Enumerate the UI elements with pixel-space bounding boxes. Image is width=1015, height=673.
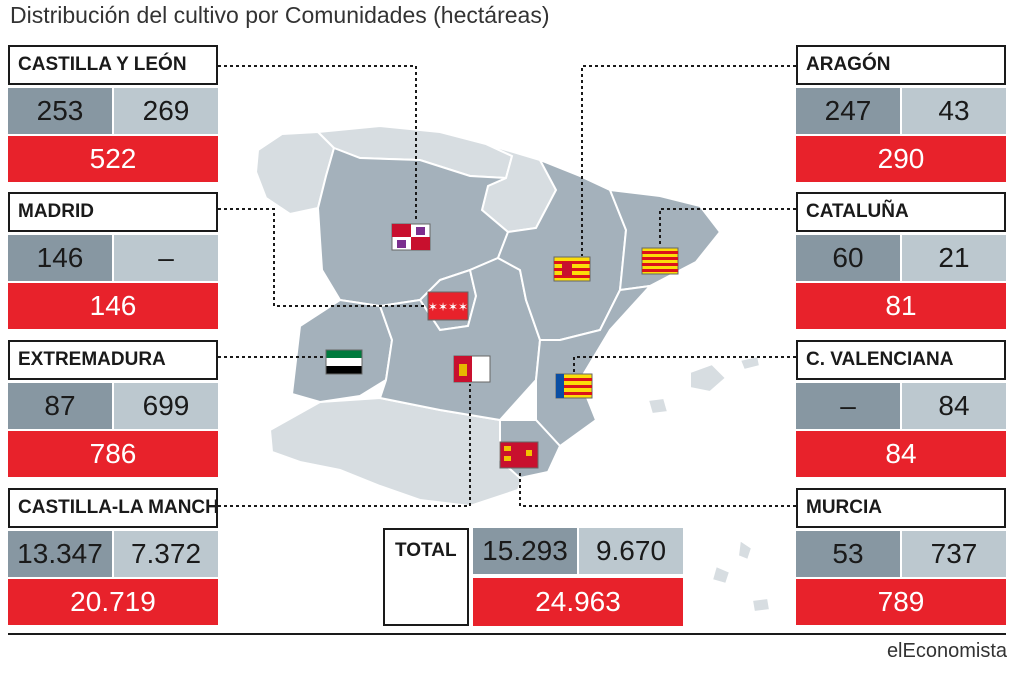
region-total: 81 [796,283,1006,329]
region-name: C. VALENCIANA [796,340,1006,380]
map-region-cataluna [608,188,722,292]
card-cataluna: CATALUÑA 60 21 81 [796,192,1006,332]
leader-madrid [218,208,426,307]
total-label: TOTAL [383,528,469,626]
value-1: 87 [8,383,112,429]
chart-title: Distribución del cultivo por Comunidades… [10,2,550,28]
card-extremadura: EXTREMADURA 87 699 786 [8,340,218,480]
region-total: 789 [796,579,1006,625]
region-name: CASTILLA Y LEÓN [8,45,218,85]
value-2: 269 [114,88,218,134]
total-value-2: 9.670 [579,528,683,574]
total-value-1: 15.293 [473,528,577,574]
flag-castilla-la-mancha [453,355,491,383]
leader-lines [218,65,796,507]
value-1: 60 [796,235,900,281]
card-c-valenciana: C. VALENCIANA – 84 84 [796,340,1006,480]
map-region-balearic-islands [646,354,762,416]
card-castilla-la-mancha: CASTILLA-LA MANCHA 13.347 7.372 20.719 [8,488,218,628]
leader-castilla-la-mancha [218,384,471,507]
grand-total: TOTAL 15.293 9.670 24.963 [383,528,683,626]
value-1: – [796,383,900,429]
region-name: MURCIA [796,488,1006,528]
region-total: 290 [796,136,1006,182]
value-2: 699 [114,383,218,429]
value-1: 253 [8,88,112,134]
map-region-c-valenciana [535,284,653,448]
card-castilla-y-leon: CASTILLA Y LEÓN 253 269 522 [8,45,218,185]
region-total: 786 [8,431,218,477]
value-1: 13.347 [8,531,112,577]
flag-aragon [553,256,591,282]
card-murcia: MURCIA 53 737 789 [796,488,1006,628]
region-name: MADRID [8,192,218,232]
bottom-rule [8,633,1006,635]
card-aragon: ARAGÓN 247 43 290 [796,45,1006,185]
region-name: EXTREMADURA [8,340,218,380]
value-2: 7.372 [114,531,218,577]
leader-murcia [519,470,796,507]
total-sum: 24.963 [473,578,683,626]
brand-credit: elEconomista [886,640,1007,662]
value-2: 43 [902,88,1006,134]
value-1: 146 [8,235,112,281]
region-total: 522 [8,136,218,182]
leader-c-valenciana [573,356,796,372]
region-name: CASTILLA-LA MANCHA [8,488,218,528]
card-madrid: MADRID 146 – 146 [8,192,218,332]
map-region-canary-islands [710,538,772,614]
flag-cataluna [641,247,679,275]
value-2: – [114,235,218,281]
value-2: 84 [902,383,1006,429]
flag-madrid: ✶✶✶✶ [427,291,469,321]
value-2: 737 [902,531,1006,577]
svg-text:✶✶✶✶: ✶✶✶✶ [428,300,468,314]
region-name: CATALUÑA [796,192,1006,232]
value-1: 247 [796,88,900,134]
flag-c-valenciana [555,373,593,399]
region-total: 84 [796,431,1006,477]
leader-castilla-y-leon [218,65,417,222]
region-total: 146 [8,283,218,329]
value-1: 53 [796,531,900,577]
region-total: 20.719 [8,579,218,625]
value-2: 21 [902,235,1006,281]
region-name: ARAGÓN [796,45,1006,85]
flag-castilla-y-leon [391,223,431,251]
flag-extremadura [325,349,363,375]
flag-murcia [499,441,539,469]
